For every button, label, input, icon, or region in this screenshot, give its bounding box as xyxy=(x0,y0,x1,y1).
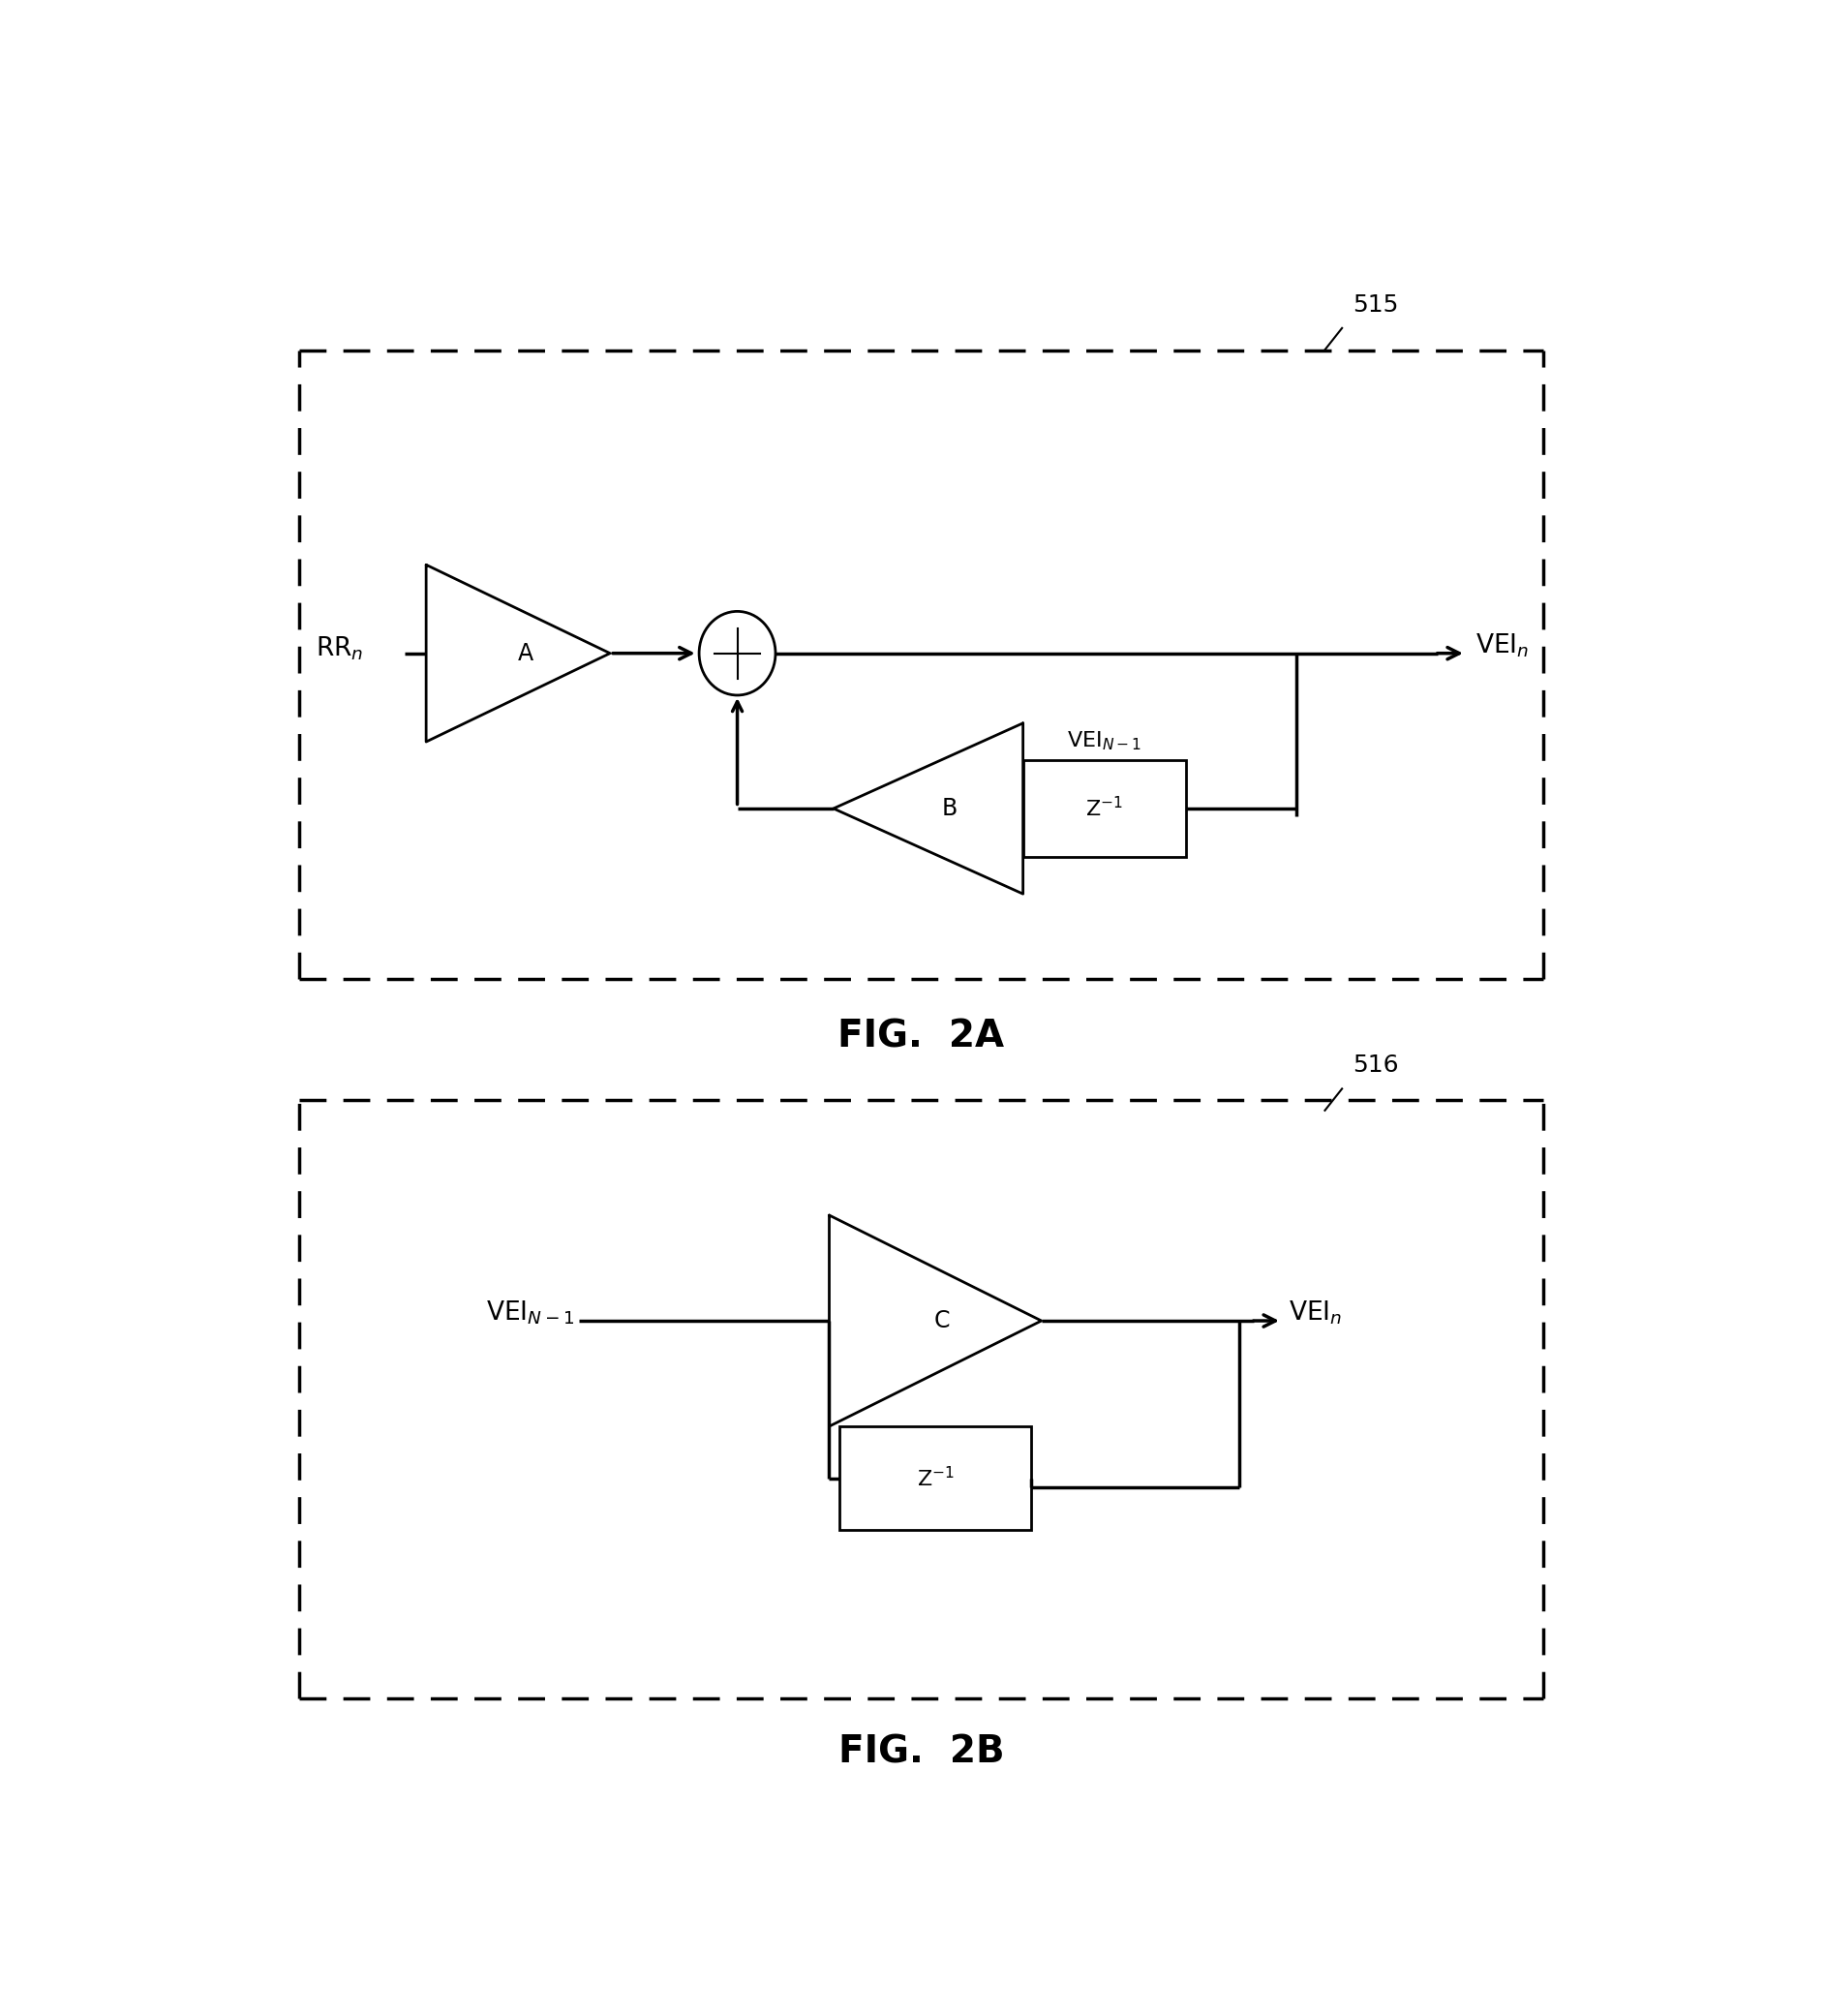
Text: Z$^{-1}$: Z$^{-1}$ xyxy=(1086,796,1122,821)
Text: C: C xyxy=(934,1308,951,1333)
Text: A: A xyxy=(516,641,533,665)
Text: VEI$_n$: VEI$_n$ xyxy=(1476,631,1529,659)
Bar xyxy=(1024,760,1186,857)
Text: FIG.  2A: FIG. 2A xyxy=(838,1018,1004,1054)
Bar xyxy=(840,1427,1031,1530)
Text: Z$^{-1}$: Z$^{-1}$ xyxy=(916,1466,954,1490)
Text: RR$_n$: RR$_n$ xyxy=(316,635,363,663)
Text: FIG.  2B: FIG. 2B xyxy=(838,1734,1004,1770)
Text: VEI$_{N-1}$: VEI$_{N-1}$ xyxy=(485,1298,575,1327)
Text: VEI$_{N-1}$: VEI$_{N-1}$ xyxy=(1068,730,1142,752)
Text: 515: 515 xyxy=(1352,292,1398,317)
Text: VEI$_n$: VEI$_n$ xyxy=(1288,1298,1343,1327)
Text: 516: 516 xyxy=(1352,1054,1398,1077)
Text: B: B xyxy=(942,796,958,821)
